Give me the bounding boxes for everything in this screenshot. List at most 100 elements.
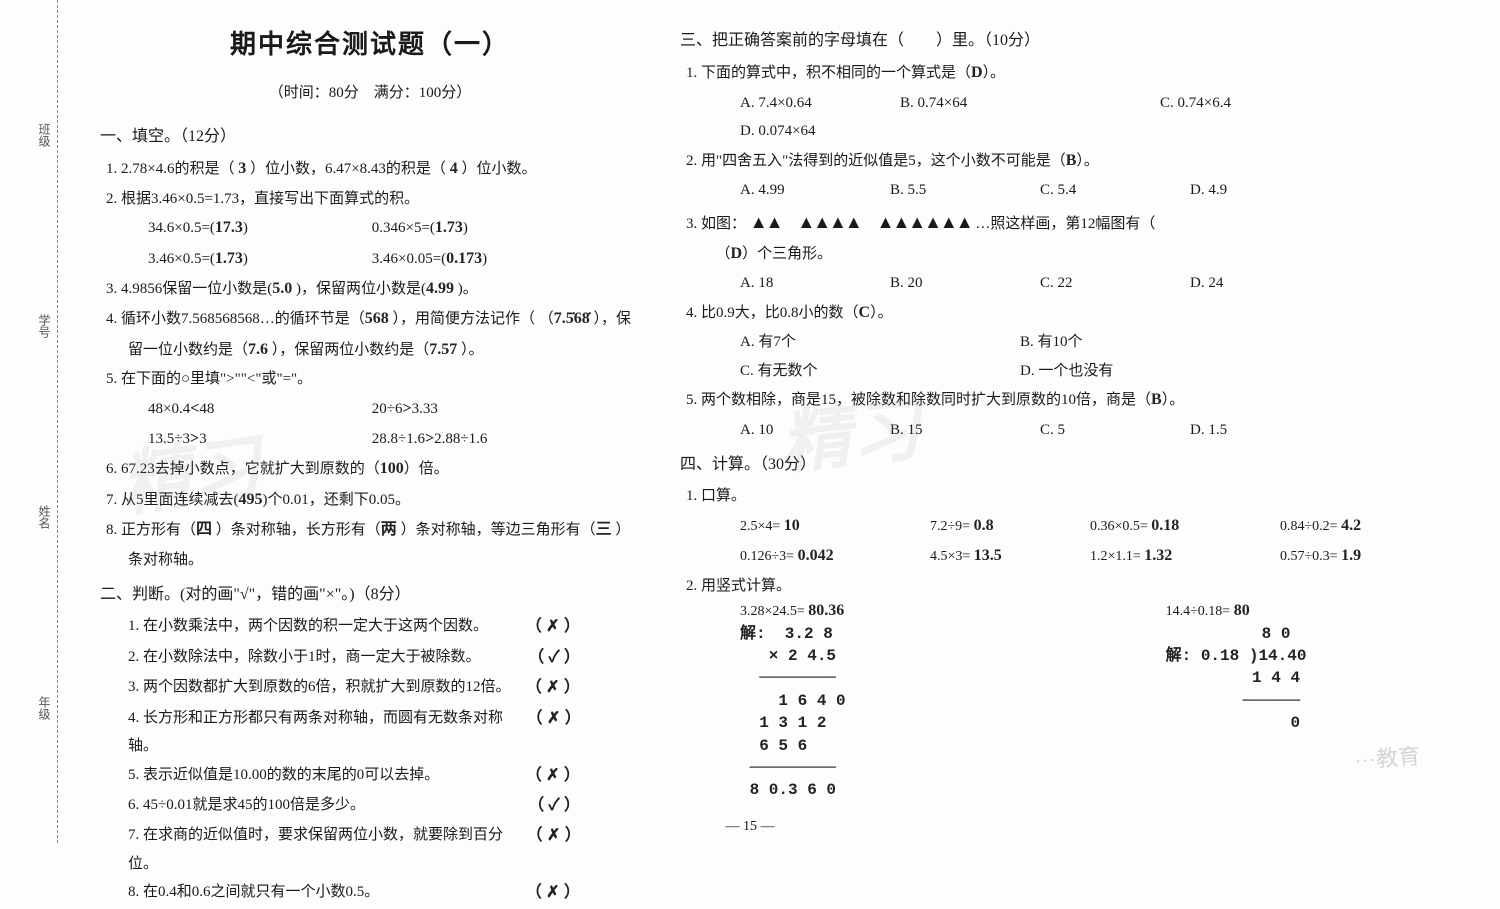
vertical-work: 8 0 解: 0.18 )14.40 1 4 4 ────── 0 (1166, 623, 1307, 735)
option: C. 有无数个 (740, 357, 1020, 386)
q1-2-line1: 34.6×0.5=(17.3) 0.346×5=(1.73) (100, 213, 640, 243)
judge-text: 1. 在小数乘法中，两个因数的积一定大于这两个因数。 (128, 612, 488, 642)
q1-4: 4. 循环小数7.568568568…的循环节是（568 ），用简便方法记作（ … (100, 304, 640, 365)
q3-3: 3. 如图： ▲▲ ▲▲▲▲ ▲▲▲▲▲▲ …照这样画，第12幅图有（ （D）个… (680, 205, 1450, 270)
section-1-head: 一、填空。（12分） (100, 122, 640, 152)
answer: > (402, 400, 411, 417)
vertical-calc-1: 3.28×24.5= 80.36 解: 3.2 8 × 2 4.5 ──────… (740, 600, 846, 802)
vertical-calc-2: 14.4÷0.18= 80 8 0 解: 0.18 )14.40 1 4 4 ─… (1166, 600, 1307, 802)
mental-item: 7.2÷9= 0.8 (930, 511, 1090, 541)
option: B. 15 (890, 416, 1040, 445)
option: A. 10 (740, 416, 890, 445)
judge-text: 5. 表示近似值是10.00的数的末尾的0可以去掉。 (128, 761, 439, 791)
binding-label: 姓名 (12, 505, 53, 529)
mental-item: 0.126÷3= 0.042 (740, 541, 930, 571)
answer: 两 (381, 521, 397, 538)
q3-2: 2. 用"四舍五入"法得到的近似值是5，这个小数不可能是（B）。 (680, 146, 1450, 176)
section-2-head: 二、判断。(对的画"√"，错的画"×"。)（8分） (100, 580, 640, 610)
page-subtitle: （时间：80分 满分：100分） (100, 79, 640, 108)
q1-2: 2. 根据3.46×0.5=1.73，直接写出下面算式的积。 (100, 185, 640, 214)
q1-5-row2: 13.5÷3>3 28.8÷1.6>2.88÷1.6 (100, 424, 640, 454)
judge-item: 4. 长方形和正方形都只有两条对称轴，而圆有无数条对称轴。（ ✗ ） (100, 704, 640, 761)
answer: 4 (450, 160, 458, 177)
answer: 7.6 (248, 341, 268, 358)
q3-1: 1. 下面的算式中，积不相同的一个算式是（D）。 (680, 58, 1450, 88)
worksheet-page: 期中综合测试题（一） （时间：80分 满分：100分） 一、填空。（12分） 1… (0, 0, 1500, 843)
answer: 495 (239, 491, 263, 508)
option: A. 18 (740, 269, 890, 298)
answer: C (859, 304, 871, 321)
right-column: 三、把正确答案前的字母填在（ ）里。（10分） 1. 下面的算式中，积不相同的一… (660, 20, 1470, 833)
option: A. 7.4×0.64 (740, 89, 900, 118)
mental-item: 4.5×3= 13.5 (930, 541, 1090, 571)
q3-4: 4. 比0.9大，比0.8小的数（C）。 (680, 298, 1450, 328)
answer: > (425, 430, 434, 447)
judge-item: 5. 表示近似值是10.00的数的末尾的0可以去掉。（ ✗ ） (100, 761, 640, 791)
mental-item: 0.57÷0.3= 1.9 (1280, 541, 1450, 571)
option: D. 1.5 (1190, 416, 1340, 445)
option: D. 4.9 (1190, 176, 1340, 205)
answer: 0.18 (1151, 517, 1179, 534)
stamp: ···教育 (1353, 738, 1422, 776)
q3-5: 5. 两个数相除，商是15，被除数和除数同时扩大到原数的10倍，商是（B）。 (680, 385, 1450, 415)
page-title: 期中综合测试题（一） (100, 20, 640, 69)
binding-label: 学号 (12, 314, 53, 338)
answer: 三 (596, 521, 612, 538)
option: B. 有10个 (1020, 328, 1180, 357)
option: B. 20 (890, 269, 1040, 298)
q1-8: 8. 正方形有（四 ）条对称轴，长方形有（两 ）条对称轴，等边三角形有（三 ）条… (100, 515, 640, 574)
answer: 0.173 (446, 250, 482, 267)
q1-1: 1. 2.78×4.6的积是（ 3 ）位小数，6.47×8.43的积是（ 4 ）… (100, 154, 640, 184)
judge-item: 6. 45÷0.01就是求45的100倍是多少。（ ✓ ） (100, 791, 640, 821)
answer: 100 (380, 460, 404, 477)
answer: 1.32 (1144, 547, 1172, 564)
triangle-pattern-icon: ▲▲ ▲▲▲▲ ▲▲▲▲▲▲ (750, 212, 972, 232)
judge-list: 1. 在小数乘法中，两个因数的积一定大于这两个因数。（ ✗ ）2. 在小数除法中… (100, 612, 640, 908)
answer: 3 (238, 160, 246, 177)
answer: D (731, 245, 743, 262)
mental-item: 2.5×4= 10 (740, 511, 930, 541)
answer: > (190, 430, 199, 447)
vertical-work: 解: 3.2 8 × 2 4.5 ──────── 1 6 4 0 1 3 1 … (740, 623, 846, 802)
answer: 7.57 (429, 341, 457, 358)
answer: 1.9 (1341, 547, 1361, 564)
judge-mark: （ ✗ ） (527, 704, 580, 761)
answer: 10 (784, 517, 800, 534)
answer: D (971, 64, 983, 81)
sec4-sub2: 2. 用竖式计算。 (680, 572, 1450, 601)
judge-text: 8. 在0.4和0.6之间就只有一个小数0.5。 (128, 878, 379, 908)
q1-3: 3. 4.9856保留一位小数是(5.0 )，保留两位小数是(4.99 )。 (100, 274, 640, 304)
left-column: 期中综合测试题（一） （时间：80分 满分：100分） 一、填空。（12分） 1… (60, 20, 660, 833)
option: A. 4.99 (740, 176, 890, 205)
binding-label: 班级 (12, 123, 53, 147)
q3-5-opts: A. 10 B. 15 C. 5 D. 1.5 (680, 416, 1450, 445)
answer: 568 (365, 310, 389, 327)
judge-mark: （ ✗ ） (526, 612, 580, 642)
q1-2-line2: 3.46×0.5=(1.73) 3.46×0.05=(0.173) (100, 244, 640, 274)
mental-calc-grid: 2.5×4= 107.2÷9= 0.80.36×0.5= 0.180.84÷0.… (680, 511, 1450, 572)
judge-item: 2. 在小数除法中，除数小于1时，商一定大于被除数。 （ ✓ ） (100, 643, 640, 673)
answer: 7.5̇68̇ (554, 310, 590, 327)
answer: 1.73 (215, 250, 243, 267)
q1-6: 6. 67.23去掉小数点，它就扩大到原数的（100）倍。 (100, 454, 640, 484)
q3-2-opts: A. 4.99 B. 5.5 C. 5.4 D. 4.9 (680, 176, 1450, 205)
judge-mark: （ ✓ ） (528, 643, 580, 673)
judge-text: 6. 45÷0.01就是求45的100倍是多少。 (128, 791, 365, 821)
binding-margin: 班级 学号 姓名 年级 (8, 0, 58, 843)
option: D. 24 (1190, 269, 1340, 298)
answer: 13.5 (974, 547, 1002, 564)
q1-5: 5. 在下面的○里填">""<"或"="。 (100, 365, 640, 394)
mental-item: 0.36×0.5= 0.18 (1090, 511, 1280, 541)
option: D. 一个也没有 (1020, 357, 1180, 386)
mental-item: 1.2×1.1= 1.32 (1090, 541, 1280, 571)
judge-text: 2. 在小数除法中，除数小于1时，商一定大于被除数。 (128, 643, 481, 673)
option: B. 0.74×64 (900, 89, 1160, 118)
q3-3-opts: A. 18 B. 20 C. 22 D. 24 (680, 269, 1450, 298)
option: C. 5 (1040, 416, 1190, 445)
judge-item: 1. 在小数乘法中，两个因数的积一定大于这两个因数。 （ ✗ ） (100, 612, 640, 642)
q1-5-row1: 48×0.4<48 20÷6>3.33 (100, 394, 640, 424)
section-3-head: 三、把正确答案前的字母填在（ ）里。（10分） (680, 26, 1450, 56)
option: C. 0.74×6.4 (1160, 89, 1320, 118)
answer: < (190, 400, 199, 417)
answer: 四 (196, 521, 212, 538)
